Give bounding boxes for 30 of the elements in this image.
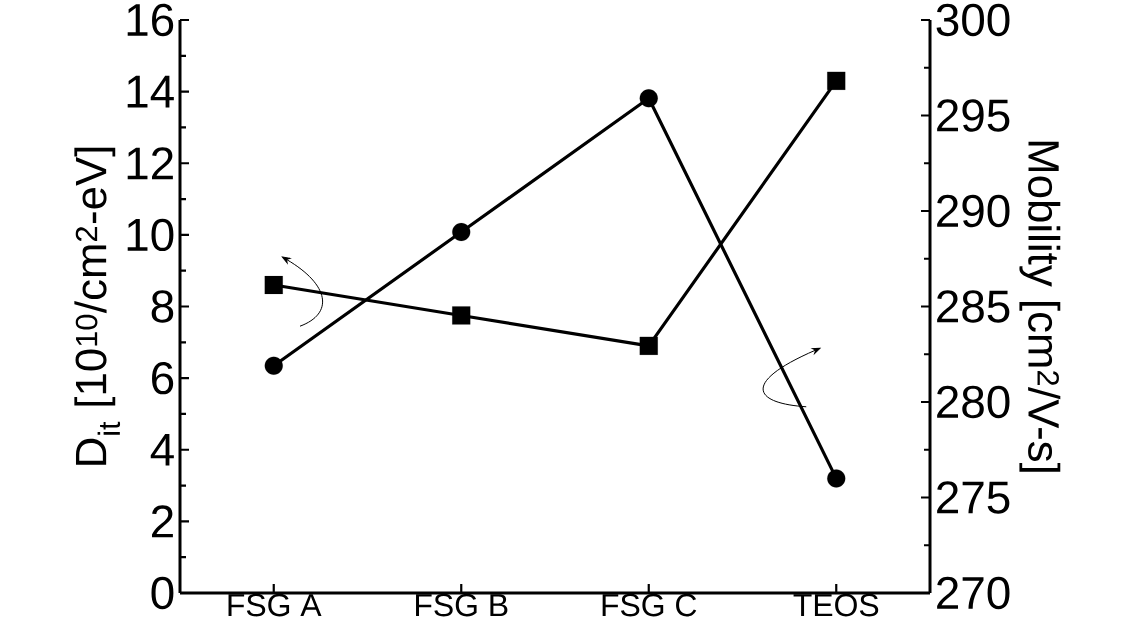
x-tick-label: FSG C <box>602 593 697 617</box>
y-tick-label: 6 <box>152 361 174 395</box>
y2-tick-label: 275 <box>937 481 1010 514</box>
point <box>264 275 283 295</box>
y-tick-label: 16 <box>127 3 174 37</box>
x-tick-label: FSG A <box>228 593 322 617</box>
y2-tick-label: 300 <box>936 3 1010 37</box>
point <box>827 71 846 90</box>
y2-tick-label: 280 <box>937 385 1010 419</box>
y2-tick-label: 285 <box>937 290 1010 323</box>
y-tick-label: 0 <box>151 576 174 610</box>
point <box>452 306 471 325</box>
point <box>452 222 471 242</box>
point <box>639 89 658 108</box>
point <box>264 356 283 375</box>
point <box>639 336 658 355</box>
y2-tick-label: 290 <box>937 194 1010 228</box>
x-tick-label: TEOS <box>793 593 879 617</box>
y-tick-label: 2 <box>152 505 173 538</box>
point <box>827 469 846 488</box>
y2-tick-label: 270 <box>937 576 1010 610</box>
y-tick-label: 10 <box>127 218 174 252</box>
y2-tick-label: 295 <box>937 99 1010 132</box>
y-tick-label: 12 <box>127 147 173 180</box>
y2-axis-title: Mobility [cm$^{2}$/V-s] <box>1019 141 1061 472</box>
x-tick-label: FSG B <box>416 593 508 617</box>
y-tick-label: 14 <box>127 75 174 108</box>
y-tick-label: 8 <box>151 290 174 323</box>
y-axis-title: D$_{it}$ [10$^{10}$/cm$^{2}$-eV] <box>74 147 121 465</box>
y-tick-label: 4 <box>150 433 174 466</box>
